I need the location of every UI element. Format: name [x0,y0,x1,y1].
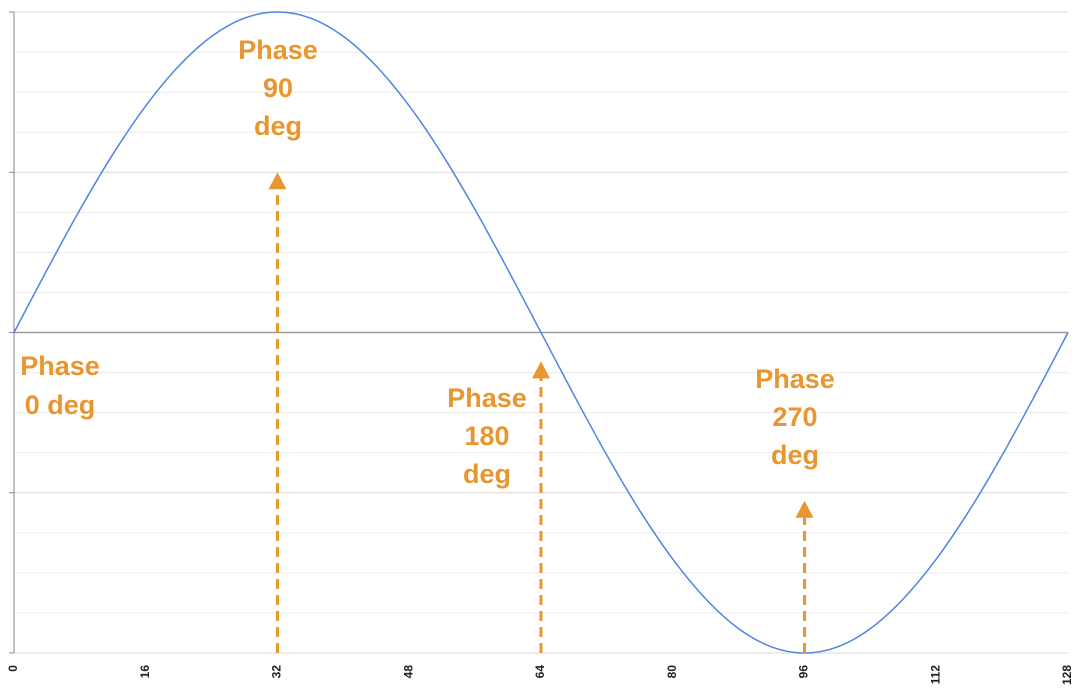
x-tick-label: 48 [401,665,415,679]
line-series [13,11,1069,654]
x-tick-label: 64 [533,665,547,679]
annotation-text: 0 deg [25,390,96,420]
x-tick-label: 128 [1060,665,1074,685]
annotation-text: deg [771,440,819,470]
arrow-head [532,361,550,379]
x-tick-label: 96 [797,665,811,679]
annotation-text: deg [463,459,511,489]
x-tick-label: 0 [6,665,20,672]
annotation-text: Phase [20,351,100,381]
annotation-text: Phase [447,383,527,413]
annotation-text: 270 [772,402,817,432]
x-tick-label: 32 [270,665,284,679]
x-tick-label: 80 [665,665,679,679]
arrow-head [268,172,287,190]
annotation-text: 90 [263,73,293,103]
annotation-text: deg [254,111,302,141]
arrow-head [795,500,814,518]
x-tick-label: 112 [928,665,942,685]
x-tick-label: 16 [138,665,152,679]
annotation-text: 180 [464,421,509,451]
annotation-text: Phase [238,35,318,65]
annotation-text: Phase [755,364,835,394]
